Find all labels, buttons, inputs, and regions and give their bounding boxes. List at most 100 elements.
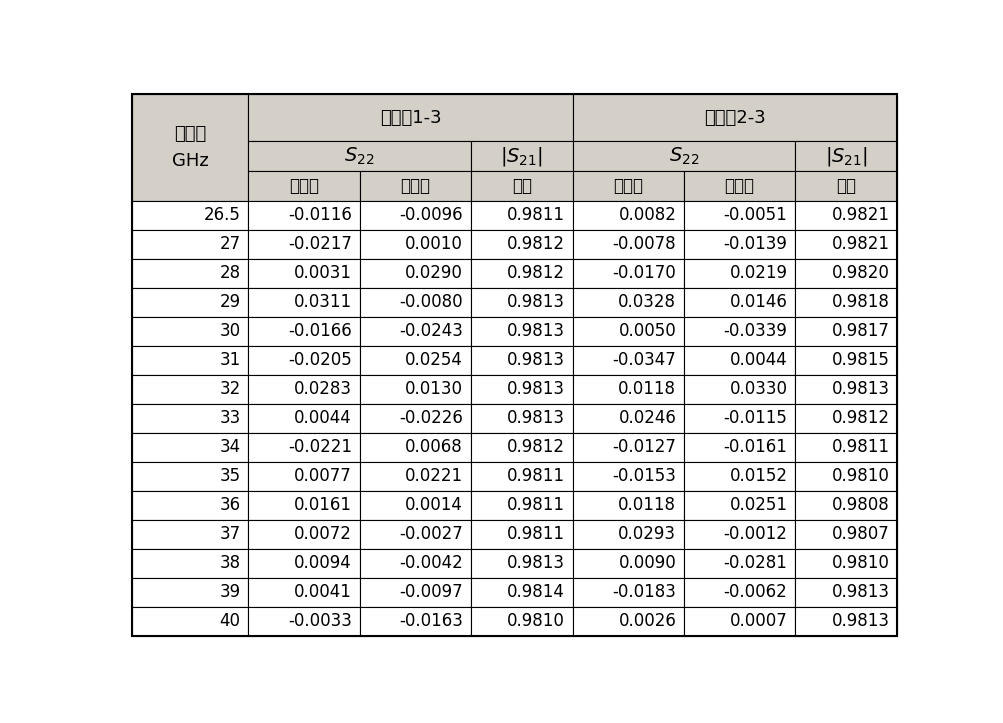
Bar: [573, 433, 683, 462]
Bar: [248, 520, 359, 549]
Bar: [131, 578, 248, 607]
Text: -0.0170: -0.0170: [612, 264, 676, 282]
Text: -0.0205: -0.0205: [288, 351, 351, 369]
Bar: [359, 462, 470, 491]
Text: 0.9821: 0.9821: [830, 235, 889, 253]
Text: -0.0243: -0.0243: [398, 322, 462, 341]
Bar: [359, 346, 470, 375]
Bar: [470, 288, 573, 317]
Text: 0.0118: 0.0118: [618, 380, 676, 398]
Text: 0.9811: 0.9811: [507, 525, 565, 543]
Bar: [573, 201, 683, 230]
Bar: [359, 201, 470, 230]
Text: 실수부: 실수부: [289, 177, 319, 195]
Text: 31: 31: [220, 351, 241, 369]
Bar: [131, 201, 248, 230]
Bar: [573, 375, 683, 403]
Bar: [683, 259, 794, 288]
Text: 0.9812: 0.9812: [507, 264, 565, 282]
Text: 크기: 크기: [512, 177, 532, 195]
Bar: [470, 141, 573, 171]
Bar: [470, 462, 573, 491]
Text: 0.9813: 0.9813: [507, 380, 565, 398]
Text: 30: 30: [220, 322, 241, 341]
Text: 0.9813: 0.9813: [830, 583, 889, 602]
Text: $S_{22}$: $S_{22}$: [344, 145, 374, 167]
Bar: [359, 491, 470, 520]
Bar: [683, 491, 794, 520]
Text: 0.0311: 0.0311: [293, 294, 351, 311]
Text: 0.0130: 0.0130: [404, 380, 462, 398]
Text: 0.9811: 0.9811: [507, 496, 565, 514]
Text: 0.0007: 0.0007: [729, 612, 786, 630]
Bar: [794, 549, 897, 578]
Bar: [573, 259, 683, 288]
Bar: [131, 317, 248, 346]
Bar: [131, 491, 248, 520]
Bar: [470, 433, 573, 462]
Text: 0.0050: 0.0050: [618, 322, 676, 341]
Text: $S_{22}$: $S_{22}$: [668, 145, 698, 167]
Text: 크기: 크기: [835, 177, 856, 195]
Text: 0.0254: 0.0254: [404, 351, 462, 369]
Text: 0.0221: 0.0221: [404, 467, 462, 485]
Text: $|S_{21}|$: $|S_{21}|$: [499, 145, 543, 168]
Text: 0.0044: 0.0044: [294, 409, 351, 427]
Bar: [248, 375, 359, 403]
Text: -0.0116: -0.0116: [288, 206, 351, 224]
Text: -0.0097: -0.0097: [399, 583, 462, 602]
Bar: [248, 141, 470, 171]
Bar: [131, 95, 248, 201]
Bar: [573, 520, 683, 549]
Bar: [248, 433, 359, 462]
Bar: [359, 578, 470, 607]
Text: 28: 28: [220, 264, 241, 282]
Text: -0.0042: -0.0042: [399, 555, 462, 573]
Bar: [359, 230, 470, 259]
Text: 0.9811: 0.9811: [830, 438, 889, 456]
Bar: [470, 607, 573, 636]
Text: 29: 29: [220, 294, 241, 311]
Bar: [131, 607, 248, 636]
Bar: [683, 375, 794, 403]
Bar: [573, 491, 683, 520]
Bar: [683, 201, 794, 230]
Text: -0.0127: -0.0127: [612, 438, 676, 456]
Text: -0.0163: -0.0163: [398, 612, 462, 630]
Bar: [359, 259, 470, 288]
Bar: [794, 520, 897, 549]
Bar: [794, 317, 897, 346]
Text: 허수부: 허수부: [399, 177, 429, 195]
Text: 0.9813: 0.9813: [507, 351, 565, 369]
Bar: [470, 403, 573, 433]
Bar: [794, 171, 897, 201]
Text: 0.9815: 0.9815: [830, 351, 889, 369]
Text: 0.0246: 0.0246: [618, 409, 676, 427]
Text: 0.9808: 0.9808: [831, 496, 889, 514]
Bar: [248, 259, 359, 288]
Text: 0.0290: 0.0290: [404, 264, 462, 282]
Text: -0.0139: -0.0139: [723, 235, 786, 253]
Text: $|S_{21}|$: $|S_{21}|$: [823, 145, 867, 168]
Text: -0.0051: -0.0051: [723, 206, 786, 224]
Bar: [131, 520, 248, 549]
Text: -0.0012: -0.0012: [723, 525, 786, 543]
Bar: [359, 403, 470, 433]
Bar: [470, 317, 573, 346]
Bar: [248, 578, 359, 607]
Bar: [573, 403, 683, 433]
Bar: [470, 549, 573, 578]
Bar: [359, 549, 470, 578]
Text: 0.0082: 0.0082: [618, 206, 676, 224]
Text: 0.0283: 0.0283: [294, 380, 351, 398]
Bar: [573, 171, 683, 201]
Text: 0.9812: 0.9812: [830, 409, 889, 427]
Text: 0.9817: 0.9817: [830, 322, 889, 341]
Text: -0.0080: -0.0080: [399, 294, 462, 311]
Text: 0.0094: 0.0094: [294, 555, 351, 573]
Text: -0.0183: -0.0183: [612, 583, 676, 602]
Bar: [470, 171, 573, 201]
Text: 0.9811: 0.9811: [507, 206, 565, 224]
Bar: [683, 288, 794, 317]
Text: 0.0152: 0.0152: [729, 467, 786, 485]
